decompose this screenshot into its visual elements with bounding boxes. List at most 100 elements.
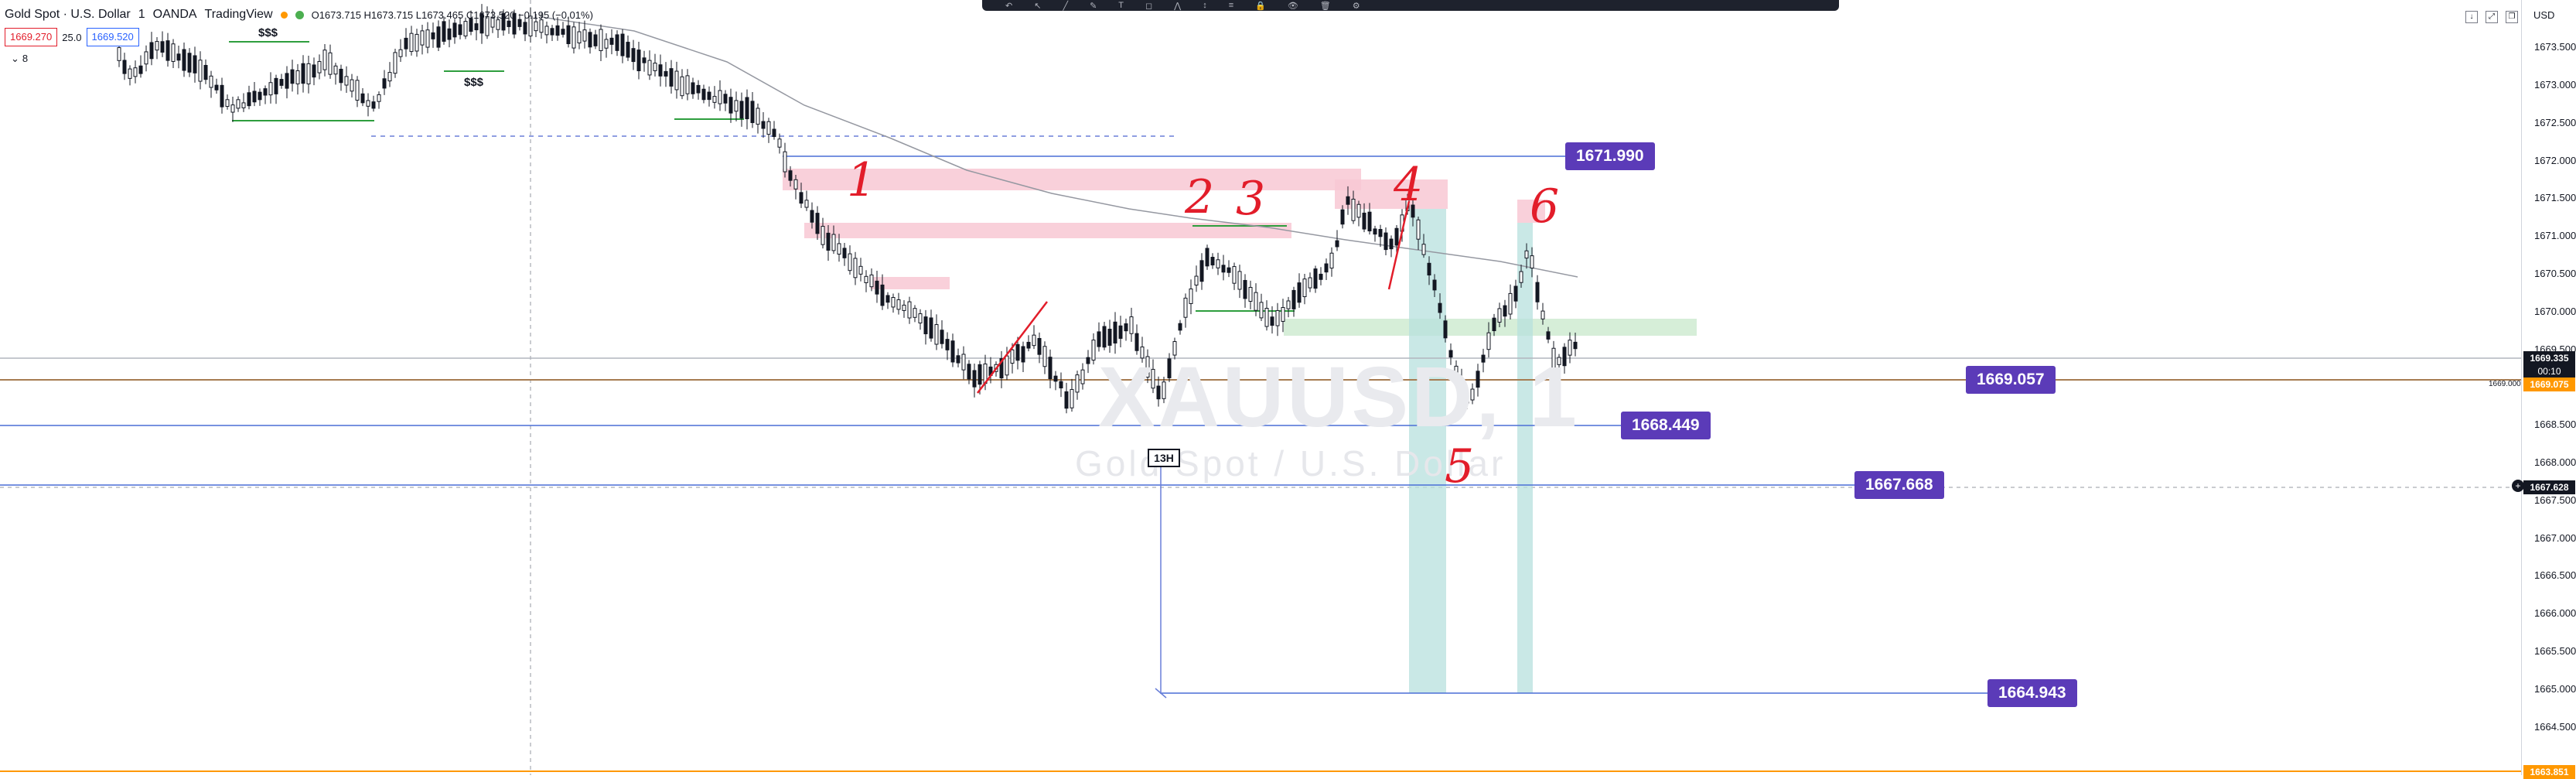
window-controls[interactable]: ↓ ⤢ ❐ <box>2465 11 2518 23</box>
candle-body <box>599 29 603 51</box>
candle-body <box>1454 365 1459 376</box>
undo-icon[interactable]: ↶ <box>1005 1 1013 11</box>
trash-icon[interactable]: 🗑 <box>1319 1 1331 11</box>
candle-body <box>1102 326 1107 348</box>
candle-body <box>1227 267 1231 273</box>
candle-body <box>1438 302 1442 313</box>
measure-icon[interactable]: ↕ <box>1203 1 1207 10</box>
candle-body <box>258 91 262 101</box>
orange-price-tag: 1669.075 <box>2523 378 2575 391</box>
chevron-down-icon[interactable]: ⌄ <box>11 53 19 64</box>
drawing-toolbar[interactable]: ↶ ↖ ╱ ✎ T ◻ ⋀ ↕ ≡ 🔒 👁 🗑 ⚙ <box>982 0 1839 11</box>
price-tick-label: 1670.500 <box>2534 267 2576 279</box>
candle-body <box>344 76 349 86</box>
candle-body <box>923 316 928 335</box>
sort-icon[interactable]: ↓ <box>2465 11 2478 23</box>
price-tick-label: 1665.500 <box>2534 644 2576 657</box>
chart-canvas[interactable]: XAUUSD, 1 Gold Spot / U.S. Dollar 1 2 3 … <box>0 0 2521 775</box>
candle-body <box>404 37 408 50</box>
maximize-icon[interactable]: ⤢ <box>2486 11 2498 23</box>
candle-body <box>1080 369 1085 384</box>
legend-interval[interactable]: 1 <box>138 8 145 21</box>
restore-icon[interactable]: ❐ <box>2506 11 2518 23</box>
candle-body <box>1319 273 1323 280</box>
candle-body <box>230 104 235 113</box>
candle-body <box>1535 282 1540 302</box>
candle-body <box>1324 263 1329 273</box>
candle-body <box>626 42 630 58</box>
candle-body <box>804 200 809 208</box>
price-chart-svg[interactable] <box>0 0 2521 775</box>
candle-body <box>171 43 176 62</box>
candle-body <box>387 72 392 82</box>
add-alert-icon[interactable]: + <box>2512 480 2524 492</box>
lock-icon[interactable]: 🔒 <box>1255 1 1266 11</box>
level-badge-1668449[interactable]: 1668.449 <box>1621 412 1711 439</box>
last-price-tag: 1669.335 <box>2523 351 2575 365</box>
candle-body <box>241 102 246 108</box>
price-tick-label: 1664.500 <box>2534 720 2576 733</box>
candle-body <box>631 48 636 63</box>
annotation-6: 6 <box>1530 179 1560 234</box>
candle-body <box>176 53 181 61</box>
candle-body <box>761 121 766 129</box>
candle-body <box>1492 317 1496 332</box>
settings-icon[interactable]: ⚙ <box>1352 1 1360 11</box>
candle-body <box>691 82 695 94</box>
cursor-icon[interactable]: ↖ <box>1034 1 1042 11</box>
candle-body <box>972 370 977 388</box>
crosshair-price-tag: 1667.628 <box>2523 480 2575 494</box>
candle-body <box>425 29 430 48</box>
candle-body <box>1459 379 1464 392</box>
brush-icon[interactable]: ✎ <box>1090 1 1097 11</box>
candle-body <box>1237 271 1242 290</box>
trendline-icon[interactable]: ╱ <box>1063 1 1069 11</box>
shapes-icon[interactable]: ◻ <box>1145 1 1153 11</box>
candle-body <box>1232 266 1237 284</box>
legend-symbol[interactable]: Gold Spot · U.S. Dollar <box>5 8 131 21</box>
candle-body <box>1497 308 1502 323</box>
candle-body <box>978 364 982 385</box>
candle-body <box>1562 347 1567 367</box>
text-icon[interactable]: T <box>1118 1 1124 10</box>
candle-body <box>469 18 473 32</box>
candle-body <box>209 75 213 88</box>
hide-icon[interactable]: 👁 <box>1287 1 1298 11</box>
sell-button[interactable]: 1669.270 <box>5 28 58 46</box>
candle-body <box>555 25 560 36</box>
candle-body <box>1059 381 1063 389</box>
candle-body <box>831 234 836 251</box>
candle-body <box>117 47 121 61</box>
candle-body <box>588 32 592 48</box>
level-badge-1671990[interactable]: 1671.990 <box>1565 142 1655 170</box>
candle-body <box>203 64 208 80</box>
level-badge-1669057[interactable]: 1669.057 <box>1966 366 2056 394</box>
indicators-toggle[interactable]: ⌄ 8 <box>11 53 28 65</box>
candle-body <box>885 295 890 303</box>
buy-sell-panel[interactable]: 1669.270 25.0 1669.520 <box>5 28 139 46</box>
price-scale[interactable]: 1673.500 1673.000 1672.500 1672.000 1671.500… <box>2521 0 2576 779</box>
price-tick-label: 1667.500 <box>2534 494 2576 506</box>
indicator-count: 8 <box>22 53 29 64</box>
level-badge-1664943[interactable]: 1664.943 <box>1987 679 2077 707</box>
level-badge-1667668[interactable]: 1667.668 <box>1854 471 1944 499</box>
candle-body <box>193 55 197 73</box>
candle-body <box>604 39 609 49</box>
candle-body <box>582 29 587 42</box>
position-zone-b <box>1517 223 1533 693</box>
candle-body <box>1297 282 1302 303</box>
candlesticks-group <box>117 4 1578 414</box>
candle-body <box>1465 391 1469 404</box>
currency-select[interactable]: USD <box>2533 9 2555 21</box>
candle-body <box>777 138 782 148</box>
candle-body <box>290 69 295 84</box>
fib-icon[interactable]: ≡ <box>1228 1 1234 10</box>
candle-body <box>929 317 933 339</box>
pattern-icon[interactable]: ⋀ <box>1174 1 1182 11</box>
candle-body <box>182 49 186 71</box>
candle-body <box>1005 355 1009 376</box>
candle-body <box>366 100 370 107</box>
buy-button[interactable]: 1669.520 <box>86 28 139 46</box>
candle-body <box>274 77 278 94</box>
chart-legend[interactable]: Gold Spot · U.S. Dollar 1 OANDA TradingV… <box>5 8 593 22</box>
